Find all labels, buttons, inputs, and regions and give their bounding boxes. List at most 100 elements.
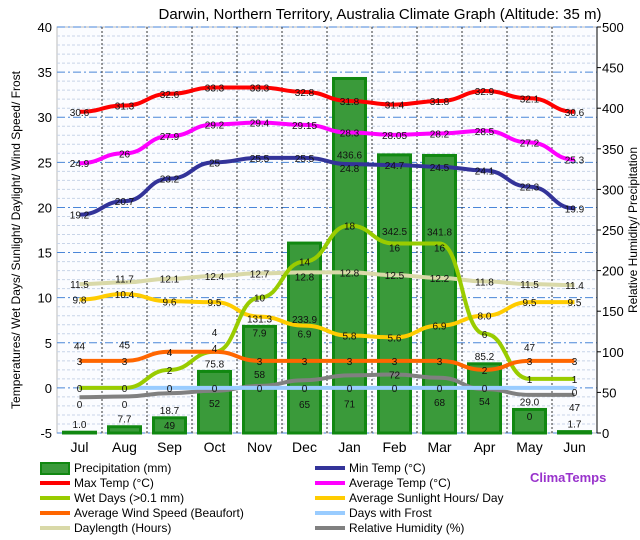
data-label: 12.1 <box>160 275 180 286</box>
y-tick-left: -5 <box>40 426 52 441</box>
precip-bar <box>242 324 277 435</box>
line-average-wind-speed-beaufort- <box>79 349 575 372</box>
legend-item: Average Wind Speed (Beaufort) <box>40 506 244 520</box>
data-label: 24.7 <box>385 161 405 172</box>
legend-swatch <box>315 526 345 530</box>
precip-bar <box>512 407 547 435</box>
data-label: 14 <box>299 258 311 269</box>
line-average-sunlight-hours-day <box>79 292 575 340</box>
data-label: 0 <box>392 384 398 395</box>
y-tick-right: 450 <box>602 61 624 76</box>
data-label: 0 <box>167 384 173 395</box>
data-label: 1 <box>572 375 578 386</box>
data-label: 0 <box>347 384 353 395</box>
y-tick-right: 500 <box>602 20 624 35</box>
data-label: 12.2 <box>430 274 450 285</box>
legend-label: Precipitation (mm) <box>74 461 172 475</box>
data-label: 27.2 <box>520 138 540 149</box>
legend-label: Daylength (Hours) <box>74 521 172 535</box>
data-label: 29.2 <box>205 120 225 131</box>
data-label: 9.5 <box>208 298 222 309</box>
data-label: 44 <box>74 341 86 352</box>
data-label: 24.8 <box>340 164 360 175</box>
legend-swatch <box>40 511 70 515</box>
data-label: 12.8 <box>340 268 360 279</box>
data-label: 9.5 <box>523 298 537 309</box>
line-average-temp-c- <box>79 120 575 166</box>
y-tick-left: 5 <box>45 336 52 351</box>
y-tick-right: 50 <box>602 385 616 400</box>
legend-label: Days with Frost <box>349 506 432 520</box>
y-axis-left-label: Temperatures/ Wet Days/ Sunlight/ Daylig… <box>9 70 23 409</box>
legend-swatch <box>40 481 70 485</box>
x-tick: Jan <box>338 439 361 455</box>
watermark: ClimaTemps <box>530 470 607 485</box>
data-label: 3 <box>527 357 533 368</box>
data-label: 0 <box>77 384 83 395</box>
y-tick-right: 250 <box>602 223 624 238</box>
legend-swatch <box>40 461 70 475</box>
data-label: 6.9 <box>433 322 447 333</box>
data-label: 31.4 <box>385 101 405 112</box>
legend-item: Daylength (Hours) <box>40 521 171 535</box>
data-label: 28.2 <box>430 129 450 140</box>
data-label: 11.8 <box>475 277 494 288</box>
legend-swatch <box>315 481 345 485</box>
data-label: 0 <box>212 384 218 395</box>
data-label: 31.3 <box>115 101 135 112</box>
data-label: 71 <box>344 399 356 410</box>
y-tick-right: 350 <box>602 142 624 157</box>
data-label: 0 <box>77 400 83 411</box>
data-label: 10.4 <box>115 290 135 301</box>
data-label: 29.15 <box>292 121 317 132</box>
data-label: 72 <box>389 371 401 382</box>
data-label: 3 <box>302 357 308 368</box>
data-label: 16 <box>434 244 446 255</box>
line-wet-days-mm- <box>79 223 575 390</box>
data-label: 341.8 <box>427 227 452 238</box>
data-label: 436.6 <box>337 150 362 161</box>
data-label: 9.6 <box>163 297 177 308</box>
data-label: 29.4 <box>250 119 270 130</box>
data-label: 6 <box>482 330 488 341</box>
y-tick-left: 20 <box>38 200 52 215</box>
data-label: 1.7 <box>568 420 582 431</box>
x-tick: Oct <box>204 439 226 455</box>
data-label: 54 <box>479 397 491 408</box>
data-label: 25.3 <box>565 156 585 167</box>
legend-swatch <box>315 511 345 515</box>
chart-svg: Darwin, Northern Territory, Australia Cl… <box>9 6 640 455</box>
data-label: 11.5 <box>70 280 89 291</box>
data-label: 10 <box>254 294 266 305</box>
data-label: 6.9 <box>298 330 312 341</box>
data-label: 22.3 <box>520 183 540 194</box>
line-daylength-hours- <box>79 270 575 288</box>
data-label: 4 <box>212 328 218 339</box>
data-label: 7.7 <box>118 415 132 426</box>
data-label: 30.6 <box>70 108 90 119</box>
legend-label: Average Wind Speed (Beaufort) <box>74 506 244 520</box>
precip-bar <box>197 369 232 435</box>
precip-bar <box>152 416 187 435</box>
data-label: 0 <box>122 400 128 411</box>
legend-item: Min Temp (°C) <box>315 461 426 475</box>
legend-item: Max Temp (°C) <box>40 476 154 490</box>
data-label: 4 <box>212 344 218 355</box>
data-label: 0 <box>122 384 128 395</box>
precip-bar <box>287 241 322 435</box>
y-tick-right: 150 <box>602 304 624 319</box>
y-tick-right: 0 <box>602 426 609 441</box>
x-tick: Jun <box>563 439 586 455</box>
data-label: 0 <box>437 384 443 395</box>
x-tick: Mar <box>427 439 451 455</box>
chart-title: Darwin, Northern Territory, Australia Cl… <box>159 6 602 23</box>
data-label: 5.8 <box>343 332 357 343</box>
data-label: 342.5 <box>382 227 407 238</box>
data-label: 20.7 <box>115 197 135 208</box>
data-label: 24.9 <box>70 159 90 170</box>
y-tick-left: 40 <box>38 20 52 35</box>
data-label: 0 <box>302 384 308 395</box>
data-label: 29.0 <box>520 397 540 408</box>
data-label: 47 <box>524 343 536 354</box>
data-label: 25.5 <box>250 154 270 165</box>
